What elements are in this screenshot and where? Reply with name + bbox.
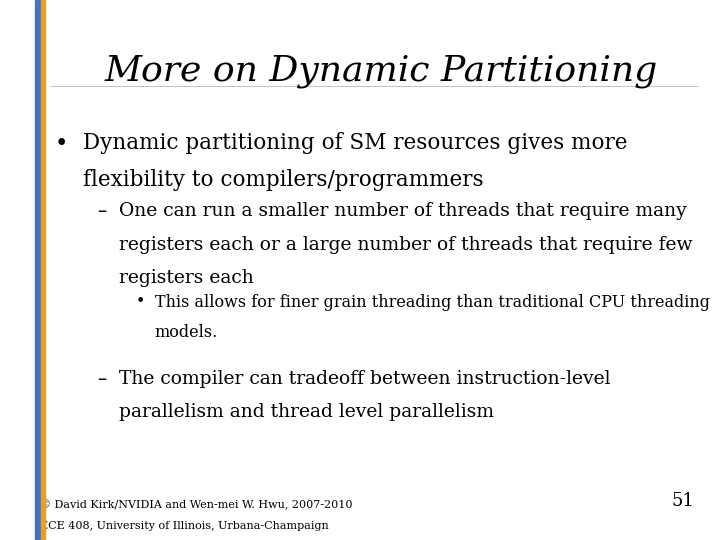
Text: The compiler can tradeoff between instruction-level: The compiler can tradeoff between instru… (119, 370, 611, 388)
Text: More on Dynamic Partitioning: More on Dynamic Partitioning (105, 54, 658, 88)
Text: –: – (97, 202, 107, 221)
Text: registers each or a large number of threads that require few: registers each or a large number of thre… (119, 236, 693, 254)
Text: parallelism and thread level parallelism: parallelism and thread level parallelism (119, 403, 494, 421)
Text: 51: 51 (672, 492, 695, 510)
Bar (35, 0, 41, 540)
Text: models.: models. (155, 324, 218, 341)
Text: Dynamic partitioning of SM resources gives more: Dynamic partitioning of SM resources giv… (83, 132, 627, 154)
Text: registers each: registers each (119, 269, 253, 287)
Text: © David Kirk/NVIDIA and Wen-mei W. Hwu, 2007-2010: © David Kirk/NVIDIA and Wen-mei W. Hwu, … (40, 500, 352, 510)
Text: –: – (97, 370, 107, 389)
Text: •: • (55, 132, 68, 156)
Bar (41, 0, 45, 540)
Text: •: • (135, 294, 145, 309)
Text: ECE 408, University of Illinois, Urbana-Champaign: ECE 408, University of Illinois, Urbana-… (40, 521, 328, 531)
Text: One can run a smaller number of threads that require many: One can run a smaller number of threads … (119, 202, 687, 220)
Text: This allows for finer grain threading than traditional CPU threading: This allows for finer grain threading th… (155, 294, 710, 311)
Text: flexibility to compilers/programmers: flexibility to compilers/programmers (83, 169, 483, 191)
